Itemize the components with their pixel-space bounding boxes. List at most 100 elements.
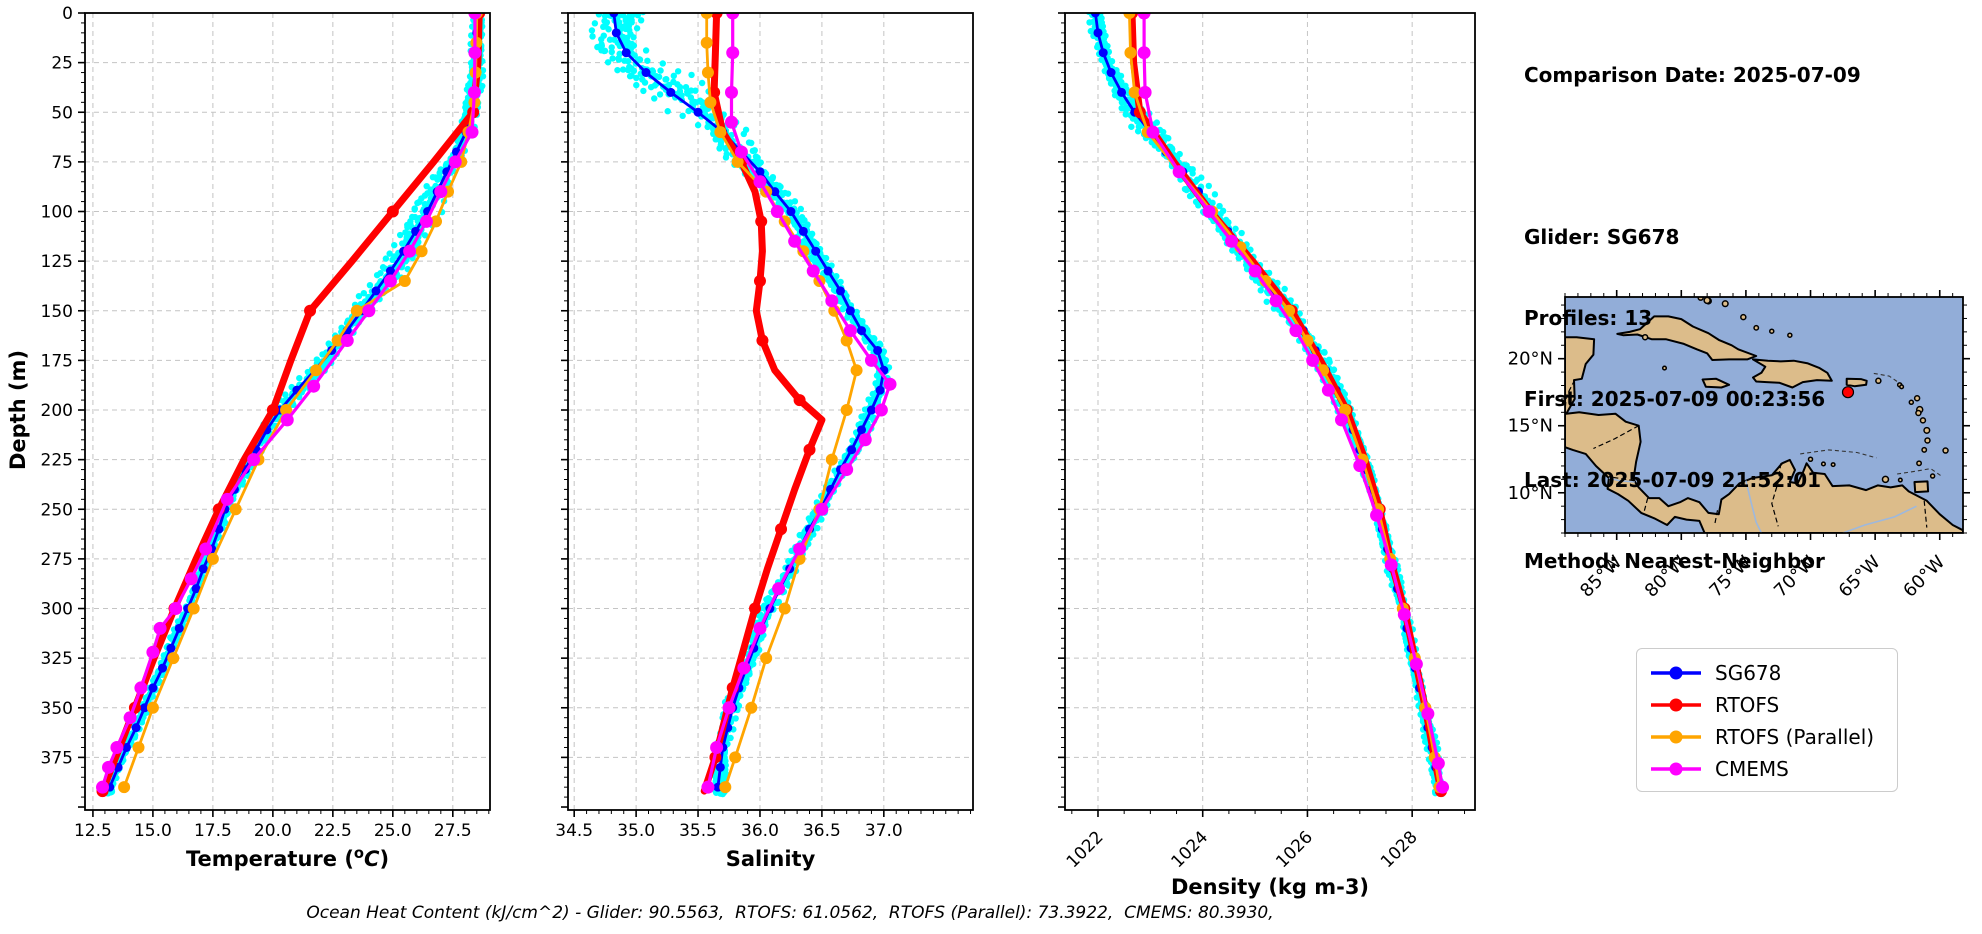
river: [1608, 477, 1635, 483]
gridlines: [568, 12, 973, 810]
x-tick-label: 36.5: [803, 821, 841, 841]
y-tick-label: 25: [51, 54, 73, 74]
series-line: [705, 13, 858, 789]
island: [1915, 409, 1922, 417]
legend-item-rtofs: RTOFS: [1637, 689, 1897, 721]
series-marker: [174, 623, 184, 633]
x-axis-label: Salinity: [726, 847, 816, 871]
series-marker: [280, 404, 293, 417]
series-marker: [857, 425, 867, 435]
series-marker: [110, 740, 124, 754]
series-marker: [123, 711, 137, 725]
series-marker: [229, 503, 242, 516]
series-marker: [722, 701, 736, 715]
map-lat-label: 20°N: [1508, 349, 1553, 370]
glider-scatter-cloud: [1085, 13, 1446, 798]
x-axis-label: Density (kg m-3): [1171, 875, 1369, 899]
series-marker: [770, 187, 780, 197]
y-tick-label: 75: [51, 153, 73, 173]
series-marker: [731, 155, 744, 168]
y-tick-label: 125: [41, 252, 73, 272]
series-marker: [153, 621, 167, 635]
series-marker: [1123, 13, 1136, 19]
maritime-boundary: [1873, 372, 1898, 382]
series-marker: [146, 701, 159, 714]
series-marker: [775, 523, 788, 536]
island: [1924, 437, 1931, 444]
river: [1745, 480, 1763, 533]
legend-line-marker-icon: [1651, 762, 1701, 776]
series-marker: [715, 762, 725, 772]
series-marker: [710, 13, 723, 19]
island: [1661, 365, 1668, 371]
map-lon-label: 60°W: [1899, 552, 1949, 602]
series-marker: [874, 403, 888, 417]
tick-labels: 1022 1024 1026 1028: [1063, 827, 1422, 872]
series-marker: [340, 334, 354, 348]
series-marker: [724, 85, 738, 99]
series-marker: [383, 274, 397, 288]
series-marker: [701, 780, 715, 794]
panel-border: [84, 12, 491, 811]
series-marker: [1225, 234, 1239, 248]
series-cmems: [96, 13, 482, 794]
series-marker: [1124, 46, 1137, 59]
series-marker: [310, 364, 323, 377]
density-panel: 1022 1024 1026 1028 Density (kg m-3): [1058, 12, 1476, 899]
series-marker: [1269, 294, 1283, 308]
series-marker: [609, 13, 619, 18]
series-marker: [704, 96, 717, 109]
country-border: [1608, 476, 1635, 482]
glider-position-marker: [1841, 386, 1855, 399]
series-marker: [840, 463, 854, 477]
series-marker: [786, 207, 796, 217]
axis-ticks: [561, 12, 972, 817]
y-tick-label: 250: [41, 500, 73, 520]
series-marker: [866, 405, 876, 415]
island: [1899, 384, 1905, 390]
series-marker: [734, 145, 748, 159]
series-marker: [873, 345, 883, 355]
series-rtofs-parallel-: [118, 13, 483, 794]
first-profile-time-text: First: 2025-07-09 00:23:56: [1524, 387, 1826, 411]
legend-item-rtofs-parallel-: RTOFS (Parallel): [1637, 721, 1897, 753]
y-tick-label: 225: [41, 451, 73, 471]
series-marker: [1289, 324, 1303, 338]
island: [1807, 456, 1814, 462]
x-tick-label: 35.5: [679, 821, 717, 841]
series-marker: [823, 266, 833, 276]
y-tick-label: 50: [51, 103, 73, 123]
series-marker: [1353, 459, 1367, 473]
series-marker: [1146, 125, 1160, 139]
series-marker: [701, 66, 714, 79]
profiles-count-text: Profiles: 13: [1524, 306, 1653, 330]
series-marker: [468, 13, 482, 20]
series-marker: [166, 643, 176, 653]
series-marker: [1093, 28, 1103, 38]
island: [1753, 324, 1760, 331]
series-marker: [96, 780, 110, 794]
series-marker: [737, 661, 751, 675]
axis-ticks: [1058, 12, 1466, 817]
y-tick-label: 325: [41, 649, 73, 669]
landmass: [1913, 480, 1930, 494]
x-tick-label: 25.0: [374, 821, 412, 841]
panel-border: [567, 12, 974, 811]
y-axis-label: Depth (m): [6, 349, 30, 471]
series-marker: [755, 167, 765, 177]
map-land: [1565, 297, 1963, 533]
series-marker: [148, 683, 158, 693]
series-marker: [206, 552, 219, 565]
series-marker: [760, 652, 773, 665]
x-tick-label: 20.0: [254, 821, 292, 841]
series-marker: [1370, 508, 1384, 522]
series-marker: [157, 663, 167, 673]
series-line: [1142, 13, 1445, 789]
island: [1908, 399, 1915, 406]
series-rtofs: [1126, 13, 1447, 798]
series-marker: [350, 304, 363, 317]
series-marker: [770, 205, 784, 219]
island: [1740, 313, 1747, 321]
x-tick-label: 12.5: [74, 821, 112, 841]
